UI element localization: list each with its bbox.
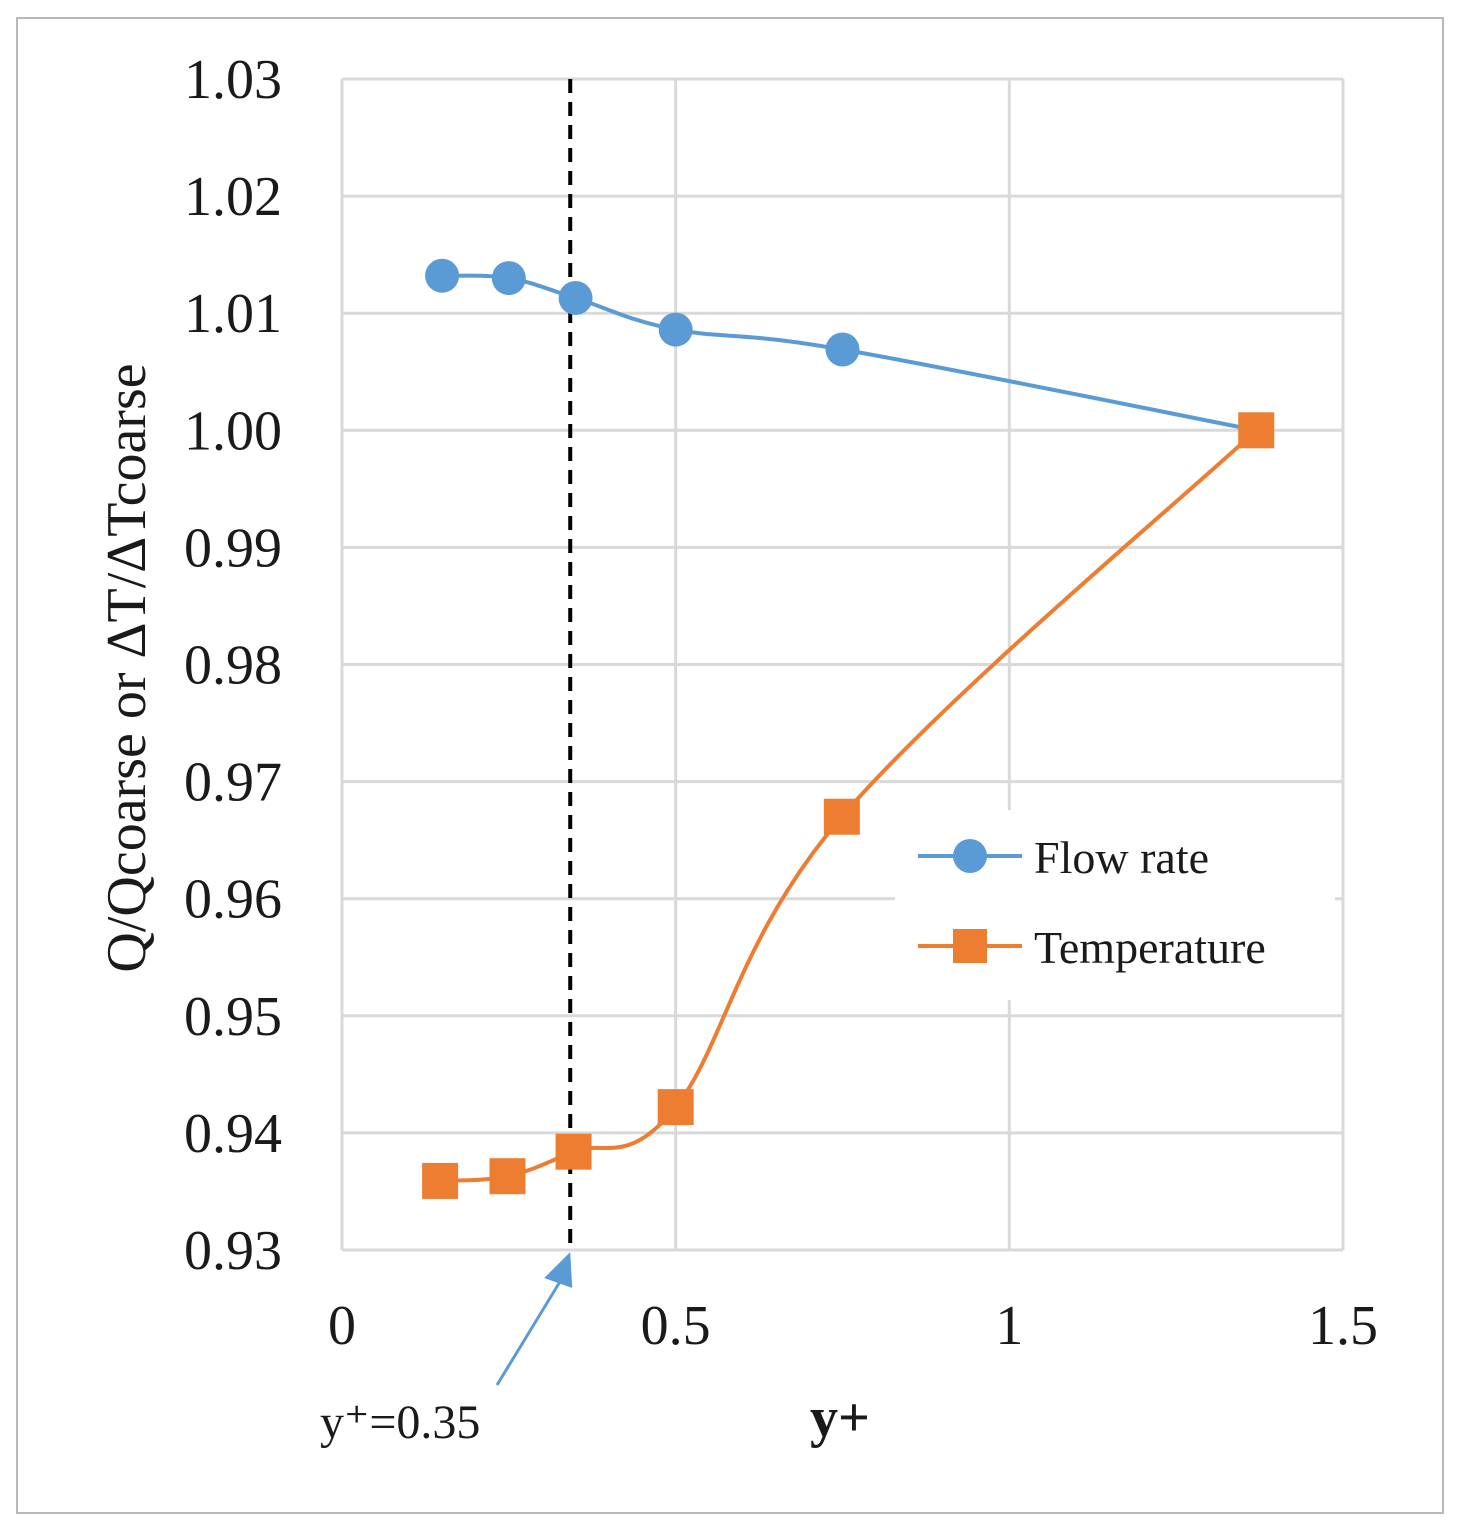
data-point-temperature — [555, 1133, 592, 1170]
annotations: y⁺=0.35 — [320, 79, 573, 1449]
data-point-flow-rate — [558, 280, 593, 315]
legend-flow-rate-marker — [953, 839, 987, 873]
y-tick-label: 0.99 — [184, 517, 282, 579]
legend-temperature-marker — [953, 929, 987, 963]
data-point-temperature — [1238, 412, 1275, 449]
x-tick-label: 0.5 — [641, 1295, 711, 1357]
legend-temperature-label: Temperature — [1034, 922, 1266, 973]
y-axis-title: Q/Qcoarse or ΔT/ΔTcoarse — [96, 363, 158, 972]
data-point-temperature — [657, 1089, 694, 1126]
series — [422, 258, 1275, 1199]
y-tick-label: 0.98 — [184, 635, 282, 697]
annotation-arrow-line — [495, 1277, 564, 1386]
annotation-label: y⁺=0.35 — [320, 1396, 480, 1449]
chart-frame — [16, 17, 1444, 1514]
data-point-temperature — [823, 798, 860, 835]
y-tick-label: 1.01 — [184, 283, 282, 345]
y-tick-label: 1.03 — [184, 49, 282, 111]
x-tick-label: 1 — [995, 1295, 1023, 1357]
x-tick-label: 0 — [328, 1295, 356, 1357]
annotation-arrow-head — [544, 1252, 573, 1288]
grid-lines — [340, 77, 1345, 1252]
data-point-temperature — [489, 1158, 526, 1195]
data-point-flow-rate — [658, 312, 693, 347]
x-axis-title: y+ — [810, 1387, 870, 1449]
data-point-flow-rate — [491, 261, 526, 296]
legend: Flow rate Temperature — [895, 810, 1335, 1000]
y-tick-label: 1.00 — [184, 400, 282, 462]
y-tick-label: 0.97 — [184, 752, 282, 814]
data-point-flow-rate — [425, 258, 460, 293]
y-tick-label: 0.93 — [184, 1220, 282, 1282]
legend-flow-rate-label: Flow rate — [1034, 832, 1209, 883]
axis-tick-labels: 0.93 0.94 0.95 0.96 0.97 0.98 0.99 1.00 1.01 1.02… — [184, 49, 1378, 1357]
y-tick-label: 0.94 — [184, 1103, 282, 1165]
data-point-flow-rate — [825, 332, 860, 367]
y-tick-label: 0.95 — [184, 986, 282, 1048]
x-tick-label: 1.5 — [1308, 1295, 1378, 1357]
y-tick-label: 1.02 — [184, 166, 282, 228]
data-point-temperature — [422, 1162, 459, 1199]
y-tick-label: 0.96 — [184, 869, 282, 931]
